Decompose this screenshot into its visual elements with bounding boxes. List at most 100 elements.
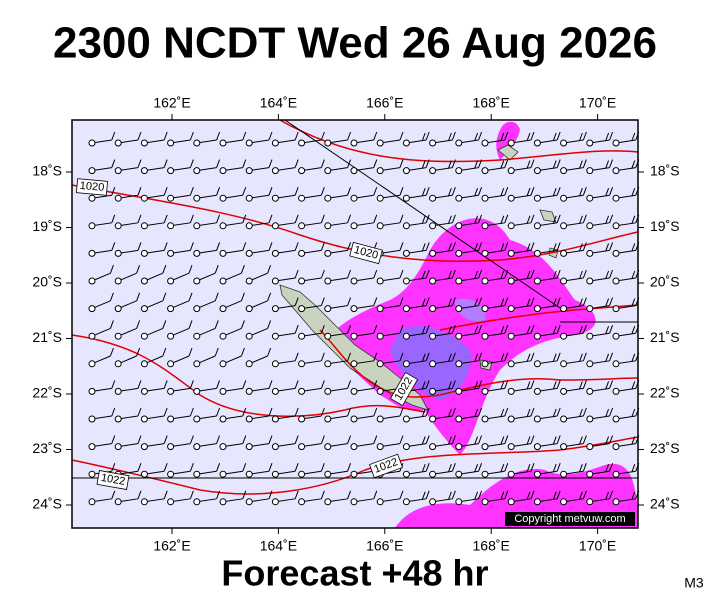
barb-flag — [320, 242, 325, 251]
barb-flag — [530, 463, 535, 472]
barb-flag — [526, 298, 531, 307]
station — [167, 387, 175, 395]
barb-flag — [425, 269, 430, 279]
station — [455, 277, 463, 285]
barb-flag — [268, 490, 273, 499]
station — [455, 139, 463, 147]
barb-flag — [189, 131, 194, 141]
barb-flag — [347, 435, 352, 444]
station — [402, 139, 410, 147]
barb-flag — [242, 435, 247, 444]
barb-flag — [552, 436, 557, 445]
barb-flag — [242, 407, 247, 417]
lat-label: 21˚S — [32, 329, 62, 345]
barb-flag — [109, 347, 114, 357]
isobar-label-bg — [76, 178, 108, 196]
station — [586, 360, 594, 368]
barb-flag — [399, 352, 404, 361]
barb-flag — [605, 326, 610, 335]
lat-label: 20˚S — [32, 274, 62, 290]
barb-flag — [609, 242, 614, 251]
barb-flag — [242, 214, 247, 223]
station — [167, 139, 175, 147]
station — [88, 470, 96, 478]
station — [167, 360, 175, 368]
barb-flag — [504, 187, 509, 196]
barb-flag — [447, 408, 452, 418]
barb-flag — [347, 490, 352, 499]
station — [271, 360, 279, 368]
barb-flag — [582, 187, 587, 196]
barb-flag — [631, 408, 636, 418]
barb-flag — [605, 408, 610, 418]
isobar-label: 1022 — [368, 453, 404, 479]
station — [140, 167, 148, 175]
barb-flag — [474, 353, 479, 362]
station — [298, 249, 306, 257]
barb-flag — [294, 380, 299, 389]
station — [193, 415, 201, 423]
station — [560, 222, 568, 230]
barb-flag — [556, 325, 561, 334]
barb-flag — [111, 380, 116, 389]
station — [481, 470, 489, 478]
station — [560, 249, 568, 257]
station — [245, 305, 253, 313]
barb-flag — [137, 131, 142, 141]
station — [271, 167, 279, 175]
barb-flag — [451, 490, 456, 499]
barb-flag — [605, 464, 610, 473]
barb-flag — [504, 352, 509, 361]
station — [140, 443, 148, 451]
barb-flag — [111, 490, 116, 499]
station — [167, 277, 175, 285]
barb-flag — [578, 243, 583, 252]
station — [219, 222, 227, 230]
barb-flag — [578, 215, 583, 224]
barb-flag — [421, 491, 426, 500]
barb-flag — [421, 298, 426, 307]
station — [271, 249, 279, 257]
barb-flag — [504, 159, 509, 168]
station — [271, 305, 279, 313]
barb-flag — [320, 325, 325, 334]
barb-flag — [530, 435, 535, 444]
station — [245, 249, 253, 257]
barb-flag — [552, 491, 557, 500]
station — [114, 139, 122, 147]
barb-flag — [347, 407, 352, 417]
barb-flag — [556, 131, 561, 141]
station — [507, 139, 515, 147]
station — [140, 249, 148, 257]
station — [324, 277, 332, 285]
station — [219, 443, 227, 451]
barb-flag — [447, 491, 452, 500]
barb-flag — [500, 408, 505, 418]
barb-flag — [609, 380, 614, 389]
station — [402, 305, 410, 313]
station — [533, 222, 541, 230]
barb-flag — [294, 490, 299, 499]
barb-flag — [530, 490, 535, 499]
barb-flag — [425, 490, 430, 499]
barb-flag — [399, 325, 404, 334]
barb-flag — [137, 187, 142, 196]
station — [167, 332, 175, 340]
station — [88, 305, 96, 313]
barb-flag — [552, 381, 557, 390]
barb-flag — [320, 380, 325, 389]
station — [324, 194, 332, 202]
station — [376, 360, 384, 368]
barb-flag — [556, 269, 561, 279]
barb-flag — [111, 214, 116, 223]
station — [140, 387, 148, 395]
barb-flag — [530, 269, 535, 279]
station — [376, 277, 384, 285]
station — [507, 415, 515, 423]
station — [193, 305, 201, 313]
barb-flag — [631, 270, 636, 280]
barb-flag — [474, 381, 479, 390]
barb-flag — [425, 187, 430, 196]
barb-flag — [500, 491, 505, 500]
barb-flag — [320, 490, 325, 499]
